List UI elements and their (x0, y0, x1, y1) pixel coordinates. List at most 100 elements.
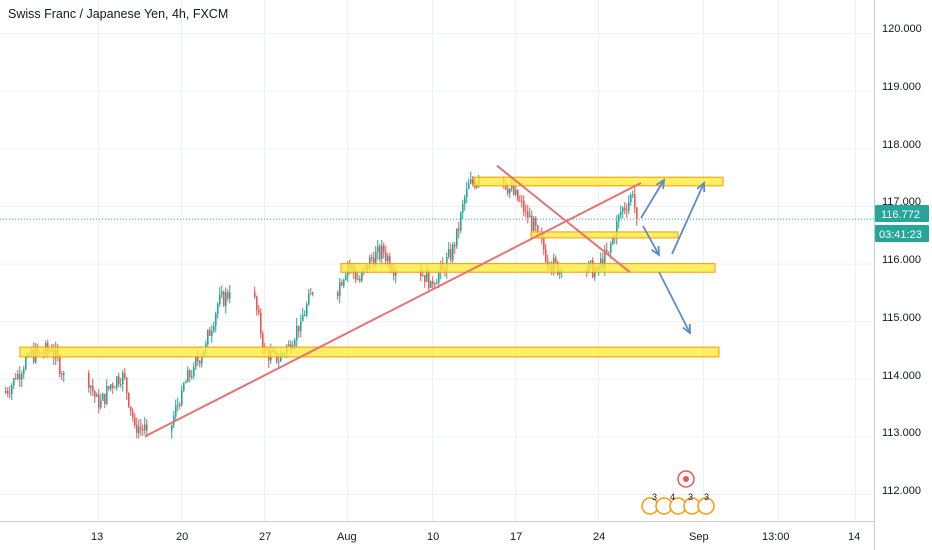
projection-arrow-up-2 (671, 182, 705, 255)
candle-body (529, 215, 531, 218)
candle-body (187, 370, 189, 383)
candle-body (468, 183, 470, 189)
time-tick: Sep (689, 531, 709, 543)
countdown-badge (875, 225, 929, 242)
candle-body (9, 393, 11, 395)
candle-body (59, 356, 61, 375)
candle-body (13, 378, 15, 386)
candle-body (181, 390, 183, 406)
candle-body (424, 275, 426, 282)
candle-body (618, 214, 620, 222)
candle-body (434, 283, 436, 285)
candle-body (185, 382, 187, 384)
candle-body (387, 256, 389, 262)
candle-body (379, 246, 381, 259)
candle-body (462, 204, 464, 213)
candle-body (138, 426, 140, 433)
candle-body (96, 394, 98, 397)
candle-body (128, 392, 130, 407)
candle-body (385, 252, 387, 262)
candle-body (201, 356, 203, 364)
candle-body (470, 179, 472, 184)
event-marker-icon[interactable] (697, 497, 715, 515)
candle-body (171, 425, 173, 431)
time-tick: 13 (91, 531, 103, 543)
candle-body (175, 405, 177, 417)
time-tick: 17 (510, 531, 522, 543)
candle-body (361, 271, 363, 281)
zone-mid (530, 231, 679, 239)
candle-body (7, 390, 9, 394)
candle-body (450, 249, 452, 260)
candle-body (626, 209, 628, 211)
price-tick: 113.000 (882, 427, 921, 439)
event-count: 3 (688, 492, 693, 502)
candle-body (389, 256, 391, 269)
candle-body (90, 385, 92, 388)
candle-body (341, 282, 343, 286)
candle-body (183, 383, 185, 391)
candle-body (337, 292, 339, 296)
time-tick: Aug (337, 531, 357, 543)
candle-body (381, 245, 383, 259)
candle-body (302, 315, 304, 322)
candle-body (438, 272, 440, 283)
candle-body (207, 330, 209, 345)
candle-body (280, 353, 282, 362)
candle-body (525, 211, 527, 213)
chart-grid (0, 0, 874, 521)
candle-body (88, 373, 90, 388)
candle-body (258, 310, 260, 313)
zone-rectangles (19, 176, 724, 358)
candle-body (142, 428, 144, 431)
candle-body (116, 376, 118, 388)
candle-body (17, 373, 19, 379)
candle-body (294, 340, 296, 346)
candle-body (296, 325, 298, 341)
candle-body (517, 189, 519, 201)
candle-body (600, 258, 602, 267)
candle-body (223, 291, 225, 306)
candle-body (511, 185, 513, 189)
candle-body (430, 280, 432, 288)
candle-body (628, 202, 630, 211)
candle-body (25, 356, 27, 370)
projection-arrow-up-2-head (696, 181, 706, 193)
candle-body (288, 344, 290, 346)
candle-body (146, 424, 148, 431)
candle-body (454, 244, 456, 247)
candle-body (345, 275, 347, 280)
economic-events[interactable]: 3 4 3 3 (641, 470, 715, 515)
candle-body (92, 385, 94, 392)
candle-body (256, 296, 258, 311)
candle-body (21, 374, 23, 380)
time-tick: 27 (259, 531, 271, 543)
time-tick: 24 (593, 531, 605, 543)
projection-arrow-down-2-head (682, 323, 691, 335)
price-tick: 115.000 (882, 312, 921, 324)
candle-body (122, 373, 124, 385)
candle-body (555, 258, 557, 262)
price-tick: 118.000 (882, 139, 921, 151)
candle-body (110, 384, 112, 389)
price-tick: 119.000 (882, 81, 921, 93)
candle-body (519, 200, 521, 202)
candle-body (211, 330, 213, 336)
candle-body (610, 243, 612, 253)
rising-trendline (144, 182, 642, 438)
projection-arrow-up-1-head (655, 178, 666, 190)
trendlines-and-arrows (144, 164, 706, 438)
zone-support (340, 263, 716, 273)
candle-body (521, 200, 523, 202)
candle-body (108, 386, 110, 389)
candle-body (527, 211, 529, 218)
candle-body (604, 249, 606, 269)
candle-body (359, 278, 361, 281)
price-tick: 116.000 (882, 254, 921, 266)
candle-body (622, 207, 624, 212)
time-tick: 20 (176, 531, 188, 543)
candle-body (466, 188, 468, 198)
candle-body (195, 357, 197, 368)
candle-body (612, 237, 614, 244)
